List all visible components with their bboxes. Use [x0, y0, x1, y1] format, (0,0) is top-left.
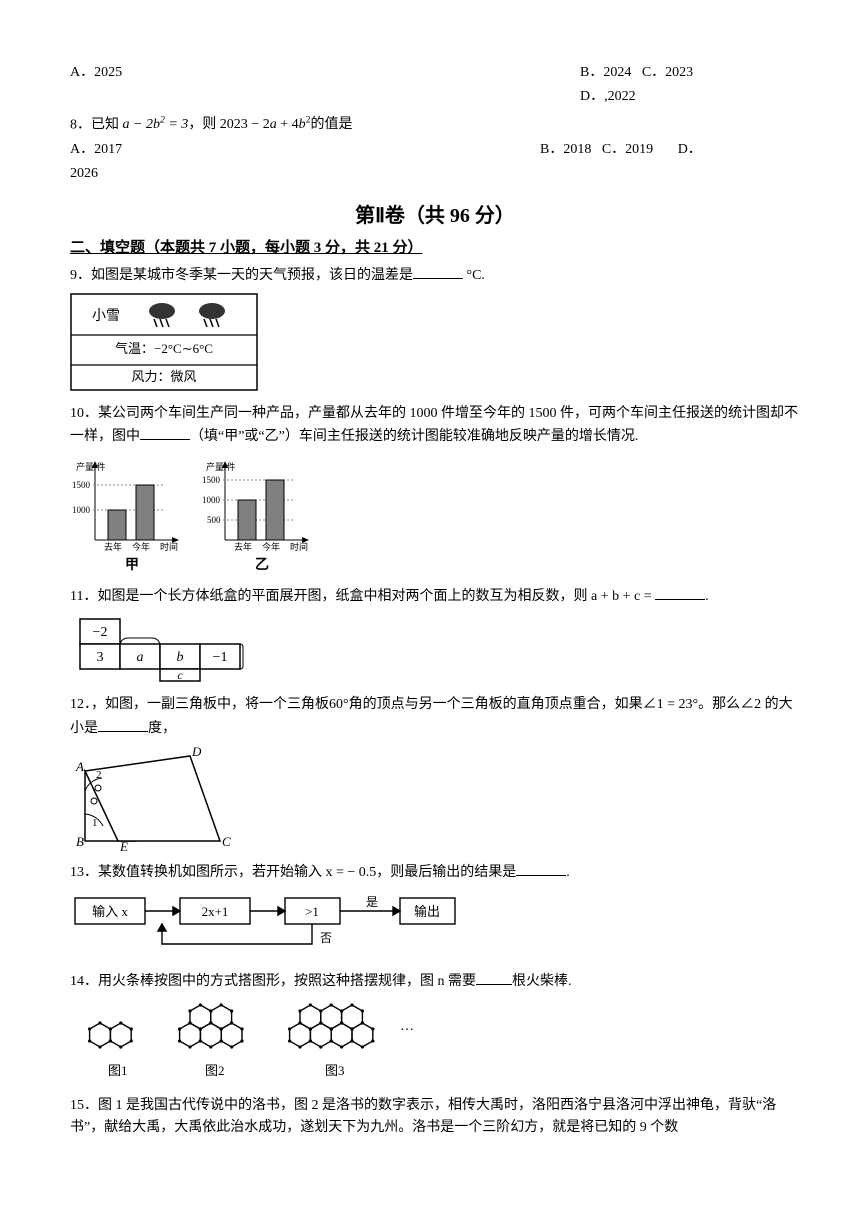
q12-blank	[98, 717, 148, 732]
q10: 10．某公司两个车间生产同一种产品，产量都从去年的 1000 件增至今年的 15…	[70, 403, 800, 449]
svg-text:b: b	[177, 650, 184, 665]
q9-blank	[413, 264, 463, 279]
q7-opt-d: D．,2022	[580, 89, 636, 104]
q7-options-row2: D．,2022	[70, 86, 800, 108]
svg-text:>1: >1	[305, 904, 319, 919]
q13-blank	[516, 861, 566, 876]
q14-figure: 图1 图2 图3 …	[70, 1000, 800, 1085]
q9-figure: 小雪 气温：−2°C∼6°C 风力：微风	[70, 293, 800, 393]
q8-opt-b: B．2018	[540, 142, 591, 157]
q8-opt-d: D．	[678, 142, 702, 157]
q10-figure: 产量/件 1500 1000 去年 今年 时间 甲 产量/件 1500 1000…	[70, 455, 800, 575]
q14-blank	[476, 970, 512, 985]
svg-text:−1: −1	[213, 650, 228, 665]
svg-text:500: 500	[207, 515, 221, 525]
q11-after: .	[705, 589, 709, 604]
q12-text1: 12．，如图，一副三角板中，将一个三角板60°角的顶点与另一个三角板的直角顶点重…	[70, 697, 793, 735]
q8-stem-pre: 8．已知	[70, 117, 123, 132]
svg-text:输出: 输出	[414, 904, 440, 919]
q15-text: 15．图 1 是我国古代传说中的洛书，图 2 是洛书的数字表示，相传大禹时，洛阳…	[70, 1098, 776, 1135]
q8-opt-c: C．2019	[602, 142, 653, 157]
svg-text:1: 1	[92, 817, 98, 829]
svg-text:甲: 甲	[125, 557, 139, 573]
q14: 14．用火条棒按图中的方式搭图形，按照这种搭摆规律，图 n 需要 根火柴棒.	[70, 970, 800, 993]
svg-text:3: 3	[97, 650, 104, 665]
svg-text:a: a	[137, 650, 144, 665]
q13-text1: 13．某数值转换机如图所示，若开始输入 x = − 0.5，则最后输出的结果是	[70, 865, 516, 880]
q8-opt-a: A．2017	[70, 142, 122, 157]
q8-options-row: A．2017 B．2018 C．2019 D．	[70, 139, 800, 161]
q9-text: 9．如图是某城市冬季某一天的天气预报，该日的温差是	[70, 268, 413, 283]
q11-figure: −2 3 a b −1 c	[70, 614, 800, 684]
q8: 8．已知 a − 2b2 = 3，则 2023 − 2a + 4b2的值是	[70, 113, 800, 137]
svg-text:−2: −2	[93, 625, 108, 640]
svg-text:时间: 时间	[160, 541, 178, 552]
q9-unit: °C.	[467, 268, 485, 283]
svg-text:D: D	[191, 746, 202, 759]
svg-text:产量/件: 产量/件	[206, 461, 236, 472]
q7-options-row: A．2025 B．2024 C．2023	[70, 62, 800, 84]
svg-text:1500: 1500	[202, 475, 221, 485]
q7-opt-a: A．2025	[70, 65, 122, 80]
q13-figure: 输入 x 2x+1 >1 输出 是 否	[70, 890, 800, 960]
q7-opt-b: B．2024	[580, 65, 631, 80]
q13-after: .	[566, 865, 570, 880]
svg-text:…: …	[400, 1019, 414, 1034]
svg-text:去年: 去年	[104, 541, 122, 552]
q14-text1: 14．用火条棒按图中的方式搭图形，按照这种搭摆规律，图 n 需要	[70, 974, 476, 989]
svg-text:输入 x: 输入 x	[92, 904, 128, 919]
svg-text:B: B	[76, 834, 84, 849]
q12: 12．，如图，一副三角板中，将一个三角板60°角的顶点与另一个三角板的直角顶点重…	[70, 694, 800, 740]
q8-stem-post: ，则 2023 − 2a + 4b2的值是	[188, 117, 352, 132]
svg-text:产量/件: 产量/件	[76, 461, 106, 472]
q12-text2: 度，	[148, 721, 176, 736]
q14-text2: 根火柴棒.	[512, 974, 572, 989]
svg-text:时间: 时间	[290, 541, 308, 552]
section-2-title: 第Ⅱ卷（共 96 分）	[70, 200, 800, 232]
q8-math: a − 2b2 = 3	[123, 117, 189, 132]
q7-opt-c: C．2023	[642, 65, 693, 80]
q11-text: 11．如图是一个长方体纸盒的平面展开图，纸盒中相对两个面上的数互为相反数，则 a…	[70, 589, 655, 604]
svg-text:1000: 1000	[202, 495, 221, 505]
temp-text: 气温：−2°C∼6°C	[115, 341, 213, 356]
svg-text:否: 否	[320, 931, 332, 945]
q10-text2: （填“甲”或“乙”）车间主任报送的统计图能较准确地反映产量的增长情况.	[190, 429, 638, 444]
q10-blank	[140, 425, 190, 440]
q9: 9．如图是某城市冬季某一天的天气预报，该日的温差是 °C.	[70, 264, 800, 287]
q11-blank	[655, 585, 705, 600]
svg-text:乙: 乙	[255, 557, 269, 573]
svg-text:图2: 图2	[205, 1063, 225, 1078]
svg-text:A: A	[75, 759, 84, 774]
svg-text:图3: 图3	[325, 1063, 345, 1078]
svg-text:2: 2	[96, 769, 102, 781]
q12-figure: A B C D E 2 1	[70, 746, 800, 851]
fill-blank-title: 二、填空题（本题共 7 小题，每小题 3 分，共 21 分）	[70, 236, 800, 260]
svg-text:C: C	[222, 834, 231, 849]
svg-text:1000: 1000	[72, 505, 91, 515]
wind-text: 风力：微风	[131, 369, 196, 384]
svg-text:图1: 图1	[108, 1063, 128, 1078]
svg-text:c: c	[177, 668, 183, 682]
q15: 15．图 1 是我国古代传说中的洛书，图 2 是洛书的数字表示，相传大禹时，洛阳…	[70, 1095, 800, 1140]
svg-text:去年: 去年	[234, 541, 252, 552]
weather-label: 小雪	[92, 308, 120, 324]
svg-text:E: E	[119, 839, 128, 851]
q11: 11．如图是一个长方体纸盒的平面展开图，纸盒中相对两个面上的数互为相反数，则 a…	[70, 585, 800, 608]
svg-text:今年: 今年	[262, 541, 280, 552]
q13: 13．某数值转换机如图所示，若开始输入 x = − 0.5，则最后输出的结果是.	[70, 861, 800, 884]
svg-text:是: 是	[366, 895, 378, 909]
q8-opt-d-cont: 2026	[70, 163, 800, 185]
svg-text:2x+1: 2x+1	[202, 904, 229, 919]
svg-text:今年: 今年	[132, 541, 150, 552]
svg-text:1500: 1500	[72, 480, 91, 490]
